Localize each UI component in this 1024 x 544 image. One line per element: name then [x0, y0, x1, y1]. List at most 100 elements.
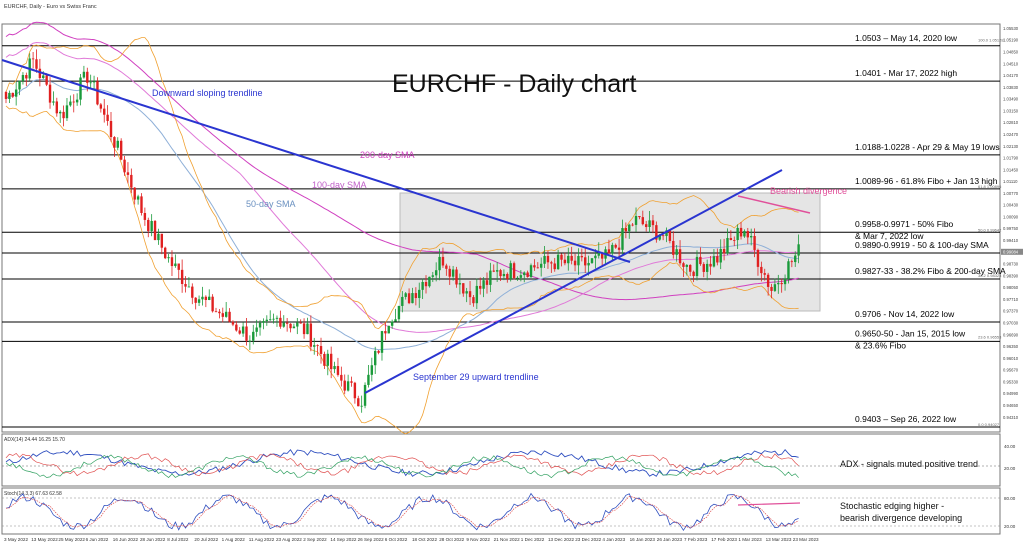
candle-body: [407, 293, 411, 304]
candle-body: [648, 220, 651, 228]
price-tick-label: 0.97370: [1003, 309, 1019, 314]
price-axis: 1.05530 1.05190 1.04850 1.04510 1.04170 1.038…: [1001, 26, 1023, 420]
date-tick-label: 13 May 2022: [31, 537, 58, 542]
level-label-second-line: & Mar 7, 2022 low: [855, 231, 924, 241]
candle-body: [21, 75, 25, 81]
sma-50-line: [5, 78, 799, 351]
candle-body: [340, 374, 343, 381]
date-tick-label: 11 Aug 2022: [249, 537, 275, 542]
candle-body: [346, 381, 350, 391]
candle-body: [790, 261, 794, 263]
candle-body: [773, 284, 777, 291]
candle-body: [292, 326, 296, 329]
candle-body: [770, 286, 773, 291]
stoch-axis-high: 80.00: [1004, 496, 1016, 501]
candle-body: [160, 233, 164, 248]
candle-body: [445, 265, 448, 269]
candle-body: [255, 327, 258, 332]
candle-body: [191, 286, 194, 298]
date-tick-label: 28 Jun 2022: [140, 537, 166, 542]
candle-body: [363, 384, 367, 406]
candle-body: [482, 280, 485, 289]
candle-body: [194, 297, 197, 303]
sma-200-line: [5, 21, 799, 301]
candle-body: [712, 256, 716, 267]
candle-body: [52, 101, 55, 103]
horizontal-levels: 1.0503 – May 14, 2020 low 1.0401 - Mar 17…: [2, 33, 1006, 428]
candle-body: [651, 220, 655, 226]
candle-body: [309, 323, 313, 347]
candle-body: [357, 398, 360, 407]
fibo-label: 0.0 0.94027: [978, 422, 1000, 427]
price-tick-label: 0.97030: [1003, 320, 1019, 325]
candle-body: [489, 270, 492, 285]
candle-body: [130, 174, 133, 188]
level-label: 0.9650-50 - Jan 15, 2015 low: [855, 328, 966, 338]
candle-body: [103, 108, 106, 115]
date-tick-label: 23 Mar 2023: [793, 537, 819, 542]
candle-body: [353, 382, 357, 399]
price-tick-label: 0.96350: [1003, 344, 1019, 349]
date-tick-label: 18 Oct 2022: [412, 537, 437, 542]
candle-body: [458, 283, 462, 285]
candle-body: [495, 270, 499, 272]
date-tick-label: 23 Aug 2022: [276, 537, 302, 542]
candle-body: [387, 325, 390, 334]
stoch-caption: Stoch(14,3,3) 67.63 62.58: [4, 491, 62, 497]
candle-body: [123, 159, 126, 173]
fibo-label: 23.6 0.96553: [978, 335, 1002, 340]
candle-body: [133, 187, 136, 200]
candle-body: [14, 89, 18, 97]
candle-body: [377, 350, 380, 353]
candle-body: [617, 247, 621, 250]
candle-body: [438, 256, 441, 271]
candle-body: [58, 111, 62, 114]
date-tick-label: 16 Jan 2023: [630, 537, 656, 542]
candle-body: [448, 268, 451, 277]
candle-body: [113, 137, 116, 148]
candle-body: [418, 289, 421, 299]
adx-panel-frame: [1, 433, 1001, 487]
date-tick-label: 2 Sep 2022: [303, 537, 327, 542]
date-tick-label: 6 Oct 2022: [385, 537, 408, 542]
candle-body: [678, 249, 682, 264]
candle-body: [756, 249, 760, 267]
fibo-label: 38.2 0.98323: [978, 273, 1002, 278]
candle-body: [760, 266, 763, 274]
candle-body: [208, 296, 211, 300]
candle-body: [404, 293, 407, 297]
candle-body: [350, 381, 353, 383]
price-tick-label: 0.98050: [1003, 285, 1019, 290]
candlesticks: [4, 49, 800, 413]
candle-body: [296, 322, 299, 327]
candle-body: [733, 240, 736, 241]
candle-body: [556, 254, 560, 270]
candle-body: [573, 260, 577, 266]
candle-body: [374, 350, 377, 366]
candle-body: [25, 75, 28, 79]
date-tick-label: 14 Sep 2022: [330, 537, 357, 542]
price-tick-label: 0.95330: [1003, 379, 1019, 384]
candle-body: [692, 271, 695, 277]
candle-body: [628, 224, 631, 232]
candle-body: [709, 263, 712, 267]
candle-body: [638, 216, 641, 218]
candle-body: [607, 249, 611, 254]
candle-body: [665, 230, 668, 237]
candle-body: [224, 311, 228, 317]
candle-body: [780, 283, 783, 285]
candle-body: [367, 374, 370, 385]
candle-body: [479, 285, 482, 289]
candle-body: [323, 353, 326, 366]
candle-body: [119, 140, 123, 160]
candle-body: [729, 238, 733, 241]
candle-body: [685, 264, 689, 267]
candle-body: [485, 280, 489, 285]
adx-axis-low: 20.00: [1004, 466, 1016, 471]
candle-body: [743, 231, 746, 237]
candle-body: [658, 235, 661, 240]
plus-di-line: [5, 452, 799, 477]
price-tick-label: 1.00430: [1003, 203, 1019, 208]
price-tick-label: 1.04850: [1003, 49, 1019, 54]
